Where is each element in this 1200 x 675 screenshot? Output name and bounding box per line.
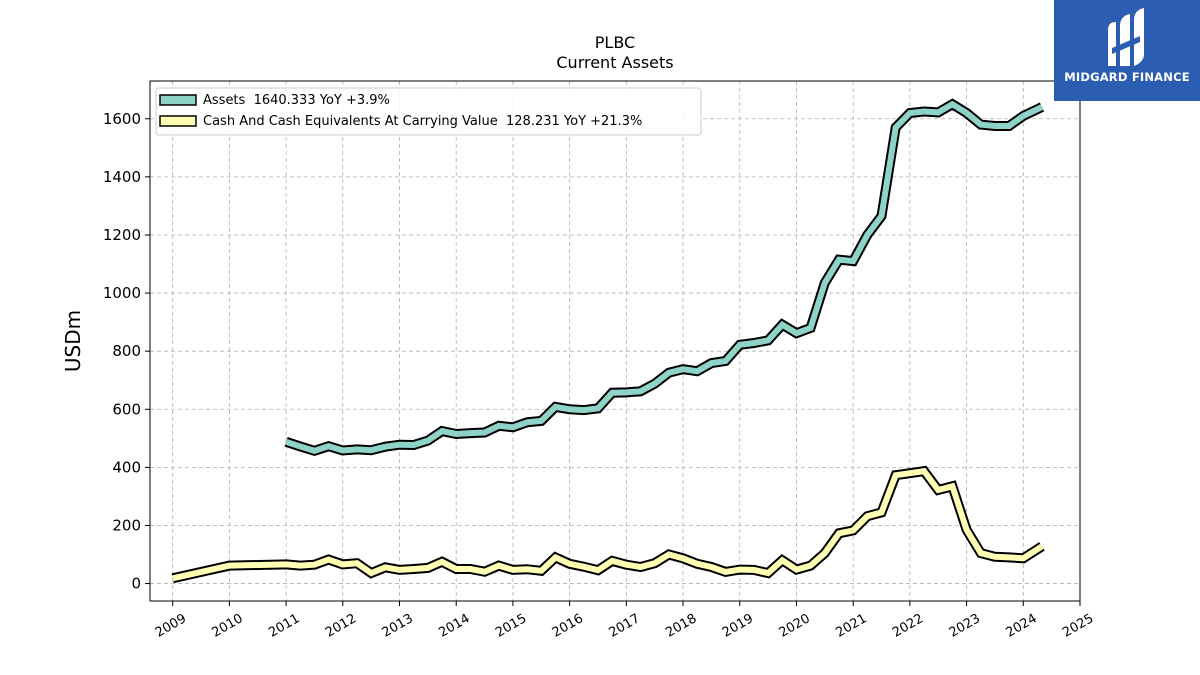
chart-title: PLBC [595, 33, 635, 52]
x-tick-label: 2013 [380, 611, 416, 641]
series-cash [171, 465, 1045, 584]
y-tick-label: 400 [112, 458, 141, 476]
x-tick-label: 2015 [493, 611, 529, 641]
legend-swatch-cash [159, 115, 197, 127]
legend: Assets 1640.333 YoY +3.9% Cash And Cash … [155, 87, 702, 136]
y-tick-label: 0 [131, 575, 141, 593]
logo-brand-text: MIDGARD FINANCE [1064, 70, 1190, 84]
x-tick-label: 2014 [436, 611, 472, 641]
x-tick-label: 2019 [720, 611, 756, 641]
series-line [172, 467, 1044, 582]
y-tick-label: 800 [112, 342, 141, 360]
y-tick-label: 600 [112, 400, 141, 418]
x-tick-label: 2024 [1003, 611, 1039, 641]
x-tick-label: 2018 [663, 611, 699, 641]
y-axis-label: USDm [61, 310, 85, 372]
brand-logo: MIDGARD FINANCE [1054, 0, 1200, 101]
x-tick-label: 2023 [947, 611, 983, 641]
plot-frame [149, 80, 1081, 602]
x-axis: 2009 2010 2011 2012 2013 2014 2015 2016 2017 2018… [153, 601, 1096, 641]
legend-frame [155, 87, 702, 136]
series-line [285, 100, 1044, 454]
grid [150, 81, 1081, 601]
y-tick-label: 1200 [103, 226, 141, 244]
x-tick-label: 2010 [210, 611, 246, 641]
logo-mark-icon [1108, 8, 1144, 66]
x-tick-label: 2017 [607, 611, 643, 641]
x-tick-label: 2021 [833, 611, 869, 641]
legend-label-cash: Cash And Cash Equivalents At Carrying Va… [203, 114, 642, 129]
x-tick-label: 2020 [777, 611, 813, 641]
chart-subtitle: Current Assets [556, 53, 673, 72]
x-tick-label: 2025 [1060, 611, 1096, 641]
y-tick-label: 1000 [103, 284, 141, 302]
legend-swatch-assets [159, 94, 197, 106]
x-tick-label: 2012 [323, 611, 359, 641]
series-assets [284, 98, 1045, 457]
legend-label-assets: Assets 1640.333 YoY +3.9% [203, 93, 390, 108]
series-layer [171, 98, 1045, 584]
x-tick-label: 2022 [890, 611, 926, 641]
y-tick-label: 1400 [103, 168, 141, 186]
y-tick-label: 1600 [103, 110, 141, 128]
x-tick-label: 2011 [266, 611, 302, 641]
y-tick-label: 200 [112, 516, 141, 534]
y-axis: 0 200 400 600 800 1000 1200 1400 1600 [103, 110, 150, 593]
x-tick-label: 2009 [153, 611, 189, 641]
x-tick-label: 2016 [550, 611, 586, 641]
